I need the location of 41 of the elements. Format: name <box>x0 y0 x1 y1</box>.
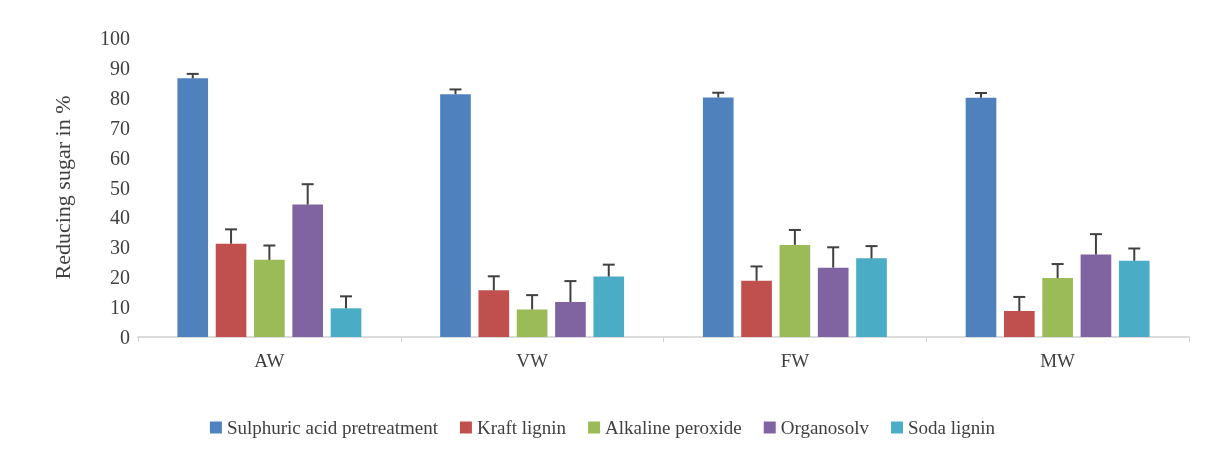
bar <box>516 309 548 337</box>
x-tick-label: FW <box>780 350 810 371</box>
bar <box>1003 310 1035 337</box>
y-tick-label: 70 <box>110 116 130 139</box>
x-tick-label: VW <box>516 350 549 371</box>
legend-label: Kraft lignin <box>476 417 567 438</box>
y-tick-label: 50 <box>110 176 130 199</box>
y-tick-label: 90 <box>110 56 130 79</box>
bar <box>330 308 362 337</box>
bar <box>856 258 887 337</box>
y-tick-label: 20 <box>110 266 130 289</box>
bar <box>1042 278 1073 337</box>
legend-label: Alkaline peroxide <box>605 417 742 438</box>
legend-label: Soda lignin <box>908 417 996 438</box>
bar <box>702 97 734 337</box>
bar <box>1080 254 1112 337</box>
bar <box>1118 260 1150 337</box>
x-tick-label: AW <box>254 350 285 371</box>
y-tick-label: 0 <box>120 326 130 348</box>
bar <box>292 204 324 337</box>
y-tick-label: 10 <box>110 296 130 319</box>
bar <box>177 78 209 337</box>
bar <box>779 244 811 337</box>
x-tick-label: MW <box>1040 350 1076 371</box>
y-tick-label: 30 <box>110 236 130 259</box>
bar <box>817 267 849 337</box>
legend-label: Sulphuric acid pretreatment <box>226 417 439 438</box>
y-tick-label: 40 <box>110 206 130 229</box>
bar <box>215 243 247 337</box>
bar <box>254 259 285 337</box>
bar <box>440 94 471 337</box>
bar <box>478 290 510 337</box>
y-tick-label: 80 <box>110 86 130 109</box>
bar <box>593 276 625 337</box>
legend-label: Organosolv <box>780 417 870 438</box>
bar <box>965 97 997 337</box>
bar <box>555 302 586 337</box>
y-axis-title: Reducing sugar in % <box>49 95 75 280</box>
y-tick-label: 100 <box>100 27 130 49</box>
y-tick-label: 60 <box>110 146 130 169</box>
bar <box>741 280 772 337</box>
